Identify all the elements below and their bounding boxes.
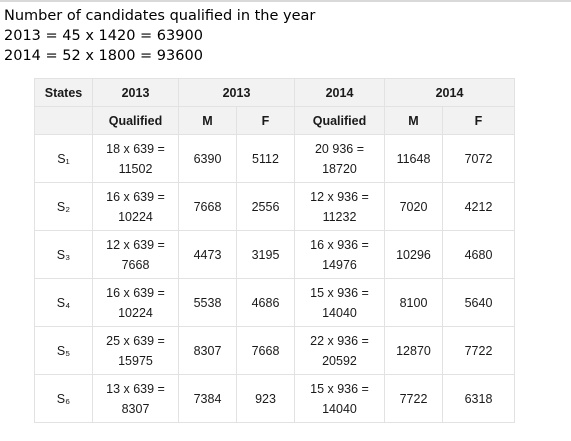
qualified-2014-cell: 12 x 936 = 11232: [294, 182, 385, 231]
qualified-2013-value: 11502: [118, 161, 153, 176]
qualified-2013-cell: 13 x 639 = 8307: [92, 374, 179, 423]
intro-text: Number of candidates qualified in the ye…: [4, 6, 315, 66]
male-2013-cell: 4473: [178, 230, 237, 279]
male-2013-cell: 5538: [178, 278, 237, 327]
table-row: S₂ 16 x 639 = 10224 7668 2556 12 x 936 = 1…: [34, 182, 515, 231]
intro-heading: Number of candidates qualified in the ye…: [4, 8, 316, 24]
qualified-2013-cell: 16 x 639 = 10224: [92, 182, 179, 231]
male-2014-cell: 12870: [384, 326, 443, 375]
header-f-2013: F: [236, 106, 295, 135]
qualified-2013-expr: 16 x 639 =: [106, 189, 165, 204]
table-header-row-1: States 2013 2013 2014 2014: [34, 78, 515, 107]
table-row: S₁ 18 x 639 = 11502 6390 5112 20 936 = 187…: [34, 134, 515, 183]
female-2014-cell: 4680: [442, 230, 515, 279]
state-cell: S₂: [34, 182, 93, 231]
qualified-2013-expr: 25 x 639 =: [106, 333, 165, 348]
qualified-2013-expr: 16 x 639 =: [106, 285, 165, 300]
qualified-2014-value: 14040: [322, 305, 357, 320]
male-2014-cell: 11648: [384, 134, 443, 183]
qualified-2014-expr: 12 x 936 =: [310, 189, 369, 204]
male-2014-cell: 8100: [384, 278, 443, 327]
male-2013-cell: 8307: [178, 326, 237, 375]
qualified-2013-value: 10224: [118, 209, 153, 224]
qualified-2014-expr: 20 936 =: [314, 141, 364, 156]
qualified-2013-cell: 25 x 639 = 15975: [92, 326, 179, 375]
female-2013-cell: 923: [236, 374, 295, 423]
qualified-2014-cell: 15 x 936 = 14040: [294, 374, 385, 423]
female-2013-cell: 3195: [236, 230, 295, 279]
table-row: S₄ 16 x 639 = 10224 5538 4686 15 x 936 = 1…: [34, 278, 515, 327]
qualified-2013-value: 10224: [118, 305, 153, 320]
header-states: States: [34, 78, 93, 107]
female-2013-cell: 4686: [236, 278, 295, 327]
female-2014-cell: 7072: [442, 134, 515, 183]
qualified-2013-expr: 18 x 639 =: [106, 141, 165, 156]
qualified-2014-cell: 16 x 936 = 14976: [294, 230, 385, 279]
male-2014-cell: 7722: [384, 374, 443, 423]
male-2013-cell: 6390: [178, 134, 237, 183]
male-2014-cell: 7020: [384, 182, 443, 231]
female-2013-cell: 7668: [236, 326, 295, 375]
qualified-2014-value: 18720: [322, 161, 357, 176]
qualified-2014-expr: 16 x 936 =: [310, 237, 369, 252]
table-row: S₅ 25 x 639 = 15975 8307 7668 22 x 936 = 2…: [34, 326, 515, 375]
qualified-2014-cell: 20 936 = 18720: [294, 134, 385, 183]
table-header-row-2: Qualified M F Qualified M F: [34, 106, 515, 135]
intro-line-2014: 2014 = 52 x 1800 = 93600: [4, 48, 203, 64]
qualified-2014-value: 14040: [322, 401, 357, 416]
qualified-2013-expr: 12 x 639 =: [106, 237, 165, 252]
qualified-2013-value: 8307: [121, 401, 150, 416]
qualified-2014-expr: 15 x 936 =: [310, 381, 369, 396]
header-m-2014: M: [384, 106, 443, 135]
header-2013-qualified-year: 2013: [92, 78, 179, 107]
header-blank: [34, 106, 93, 135]
qualified-2014-value: 20592: [322, 353, 357, 368]
qualified-2014-value: 14976: [322, 257, 357, 272]
header-f-2014: F: [442, 106, 515, 135]
qualified-2014-cell: 22 x 936 = 20592: [294, 326, 385, 375]
qualified-2013-expr: 13 x 639 =: [106, 381, 165, 396]
female-2014-cell: 5640: [442, 278, 515, 327]
header-qualified-2014: Qualified: [294, 106, 385, 135]
male-2013-cell: 7668: [178, 182, 237, 231]
female-2014-cell: 7722: [442, 326, 515, 375]
male-2013-cell: 7384: [178, 374, 237, 423]
qualified-2013-value: 15975: [118, 353, 153, 368]
header-qualified-2013: Qualified: [92, 106, 179, 135]
state-cell: S₅: [34, 326, 93, 375]
male-2014-cell: 10296: [384, 230, 443, 279]
female-2013-cell: 2556: [236, 182, 295, 231]
qualified-2013-cell: 16 x 639 = 10224: [92, 278, 179, 327]
table-row: S₆ 13 x 639 = 8307 7384 923 15 x 936 = 140…: [34, 374, 515, 423]
qualified-2013-cell: 18 x 639 = 11502: [92, 134, 179, 183]
state-cell: S₁: [34, 134, 93, 183]
qualified-2013-cell: 12 x 639 = 7668: [92, 230, 179, 279]
female-2014-cell: 4212: [442, 182, 515, 231]
header-2014-qualified-year: 2014: [294, 78, 385, 107]
qualified-2013-value: 7668: [121, 257, 150, 272]
qualified-2014-expr: 22 x 936 =: [310, 333, 369, 348]
female-2013-cell: 5112: [236, 134, 295, 183]
state-cell: S₃: [34, 230, 93, 279]
table-row: S₃ 12 x 639 = 7668 4473 3195 16 x 936 = 14…: [34, 230, 515, 279]
header-2014-gender-year: 2014: [384, 78, 515, 107]
intro-line-2013: 2013 = 45 x 1420 = 63900: [4, 28, 203, 44]
header-m-2013: M: [178, 106, 237, 135]
qualified-2014-value: 11232: [322, 209, 357, 224]
state-cell: S₄: [34, 278, 93, 327]
top-border: [0, 0, 571, 2]
header-2013-gender-year: 2013: [178, 78, 295, 107]
qualified-2014-expr: 15 x 936 =: [310, 285, 369, 300]
state-cell: S₆: [34, 374, 93, 423]
candidates-table: States 2013 2013 2014 2014 Qualified M F…: [34, 78, 515, 423]
qualified-2014-cell: 15 x 936 = 14040: [294, 278, 385, 327]
female-2014-cell: 6318: [442, 374, 515, 423]
